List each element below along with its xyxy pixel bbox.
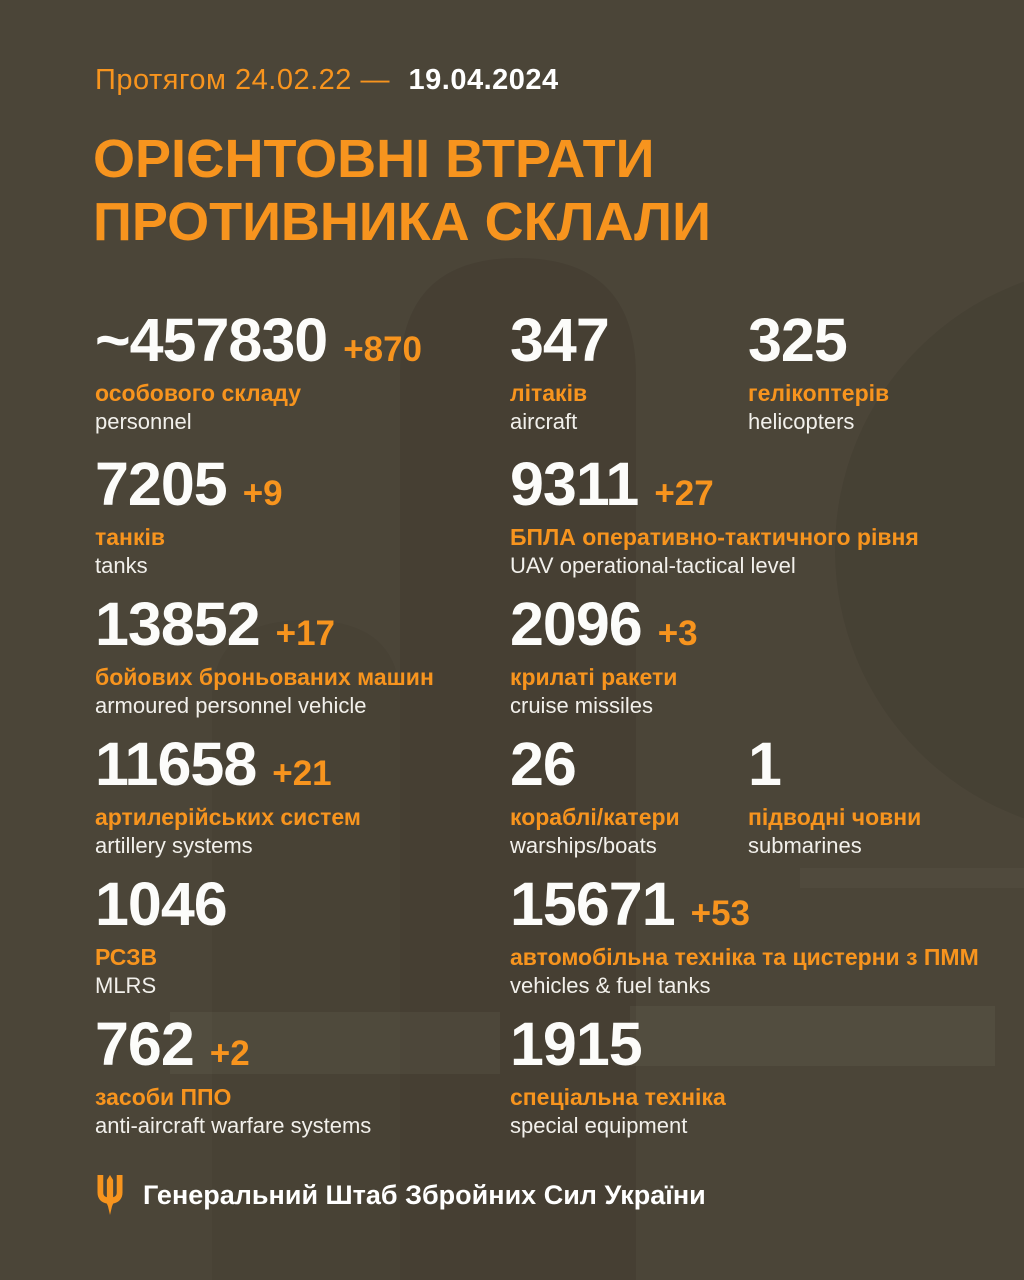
stat-helicopters: 325 гелікоптерів helicopters [748, 308, 1018, 436]
source-label: Генеральний Штаб Збройних Сил України [143, 1179, 706, 1210]
stat-label-uk: підводні човни [748, 804, 922, 830]
stat-artillery: 11658 +21 артилерійських систем artillery… [95, 732, 500, 860]
stat-label-en: helicopters [748, 409, 855, 434]
stat-delta: +9 [242, 474, 283, 513]
stat-delta: +27 [654, 474, 714, 513]
stat-mlrs: 1046 РСЗВ MLRS [95, 872, 500, 1000]
page-title: ОРІЄНТОВНІ ВТРАТИ ПРОТИВНИКА СКЛАЛИ [93, 128, 711, 254]
stat-value: 7205 [95, 450, 228, 518]
stat-label-en: armoured personnel vehicle [95, 693, 367, 718]
stat-label-uk: літаків [510, 380, 588, 406]
stat-label-uk: крилаті ракети [510, 664, 678, 690]
stat-label-uk: РСЗВ [95, 944, 158, 970]
stat-value: 1 [748, 730, 782, 798]
stat-label-uk: особового складу [95, 380, 302, 406]
stat-label-en: tanks [95, 553, 148, 578]
stat-value: 347 [510, 306, 610, 374]
stat-value: 13852 [95, 590, 261, 658]
stat-label-en: MLRS [95, 973, 157, 998]
stat-label-uk: кораблі/катери [510, 804, 680, 830]
page-title-line1: ОРІЄНТОВНІ ВТРАТИ [93, 129, 655, 189]
stat-label-en: aircraft [510, 409, 578, 434]
stat-value: 762 [95, 1010, 195, 1078]
stat-value: 11658 [95, 730, 257, 798]
footer: Генеральний Штаб Збройних Сил України [95, 1174, 706, 1216]
report-period: Протягом 24.02.22 — 19.04.2024 [95, 64, 559, 97]
stat-air-defence: 762 +2 засоби ППО anti-aircraft warfare s… [95, 1012, 500, 1140]
stat-label-en: warships/boats [510, 833, 657, 858]
stat-vehicles-fuel: 15671 +53 автомобільна техніка та цистерн… [510, 872, 1015, 1000]
stat-tanks: 7205 +9 танків tanks [95, 452, 500, 580]
stat-label-en: submarines [748, 833, 862, 858]
trident-icon [97, 1175, 123, 1215]
stat-value: ~457830 [95, 306, 328, 374]
stat-armoured-vehicles: 13852 +17 бойових броньованих машин armou… [95, 592, 500, 720]
stat-submarines: 1 підводні човни submarines [748, 732, 1018, 860]
page-title-line2: ПРОТИВНИКА СКЛАЛИ [93, 192, 711, 252]
stat-value: 1046 [95, 870, 228, 938]
period-range: Протягом 24.02.22 — [95, 64, 390, 96]
stat-label-uk: бойових броньованих машин [95, 664, 434, 690]
stat-label-uk: артилерійських систем [95, 804, 361, 830]
stat-delta: +21 [272, 754, 332, 793]
stat-label-uk: спеціальна техніка [510, 1084, 726, 1110]
stat-label-en: special equipment [510, 1113, 688, 1138]
stat-label-en: vehicles & fuel tanks [510, 973, 711, 998]
stat-label-uk: танків [95, 524, 165, 550]
stat-delta: +2 [209, 1034, 250, 1073]
stat-delta: +53 [690, 894, 751, 933]
stat-label-en: personnel [95, 409, 192, 434]
stat-value: 15671 [510, 870, 676, 938]
stat-label-uk: засоби ППО [95, 1084, 232, 1110]
stat-delta: +870 [343, 330, 423, 369]
stat-label-en: anti-aircraft warfare systems [95, 1113, 372, 1138]
stat-value: 1915 [510, 1010, 643, 1078]
stat-label-uk: БПЛА оперативно-тактичного рівня [510, 524, 919, 550]
stat-label-en: artillery systems [95, 833, 253, 858]
stat-delta: +17 [275, 614, 336, 653]
stat-cruise-missiles: 2096 +3 крилаті ракети cruise missiles [510, 592, 1015, 720]
stat-delta: +3 [657, 614, 698, 653]
stat-label-uk: гелікоптерів [748, 380, 890, 406]
stat-personnel: ~457830 +870 особового складу personnel [95, 308, 500, 436]
stat-aircraft: 347 літаків aircraft [510, 308, 1015, 436]
stat-value: 2096 [510, 590, 643, 658]
period-end-date: 19.04.2024 [408, 64, 559, 96]
stat-value: 325 [748, 306, 848, 374]
stat-value: 9311 [510, 450, 639, 518]
stat-value: 26 [510, 730, 577, 798]
stat-label-en: cruise missiles [510, 693, 654, 718]
stat-label-en: UAV operational-tactical level [510, 553, 796, 578]
stat-warships: 26 кораблі/катери warships/boats [510, 732, 1015, 860]
stat-uav: 9311 +27 БПЛА оперативно-тактичного рівня… [510, 452, 1015, 580]
stat-special-equipment: 1915 спеціальна техніка special equipmen… [510, 1012, 1015, 1140]
stat-label-uk: автомобільна техніка та цистерни з ПММ [510, 944, 979, 970]
